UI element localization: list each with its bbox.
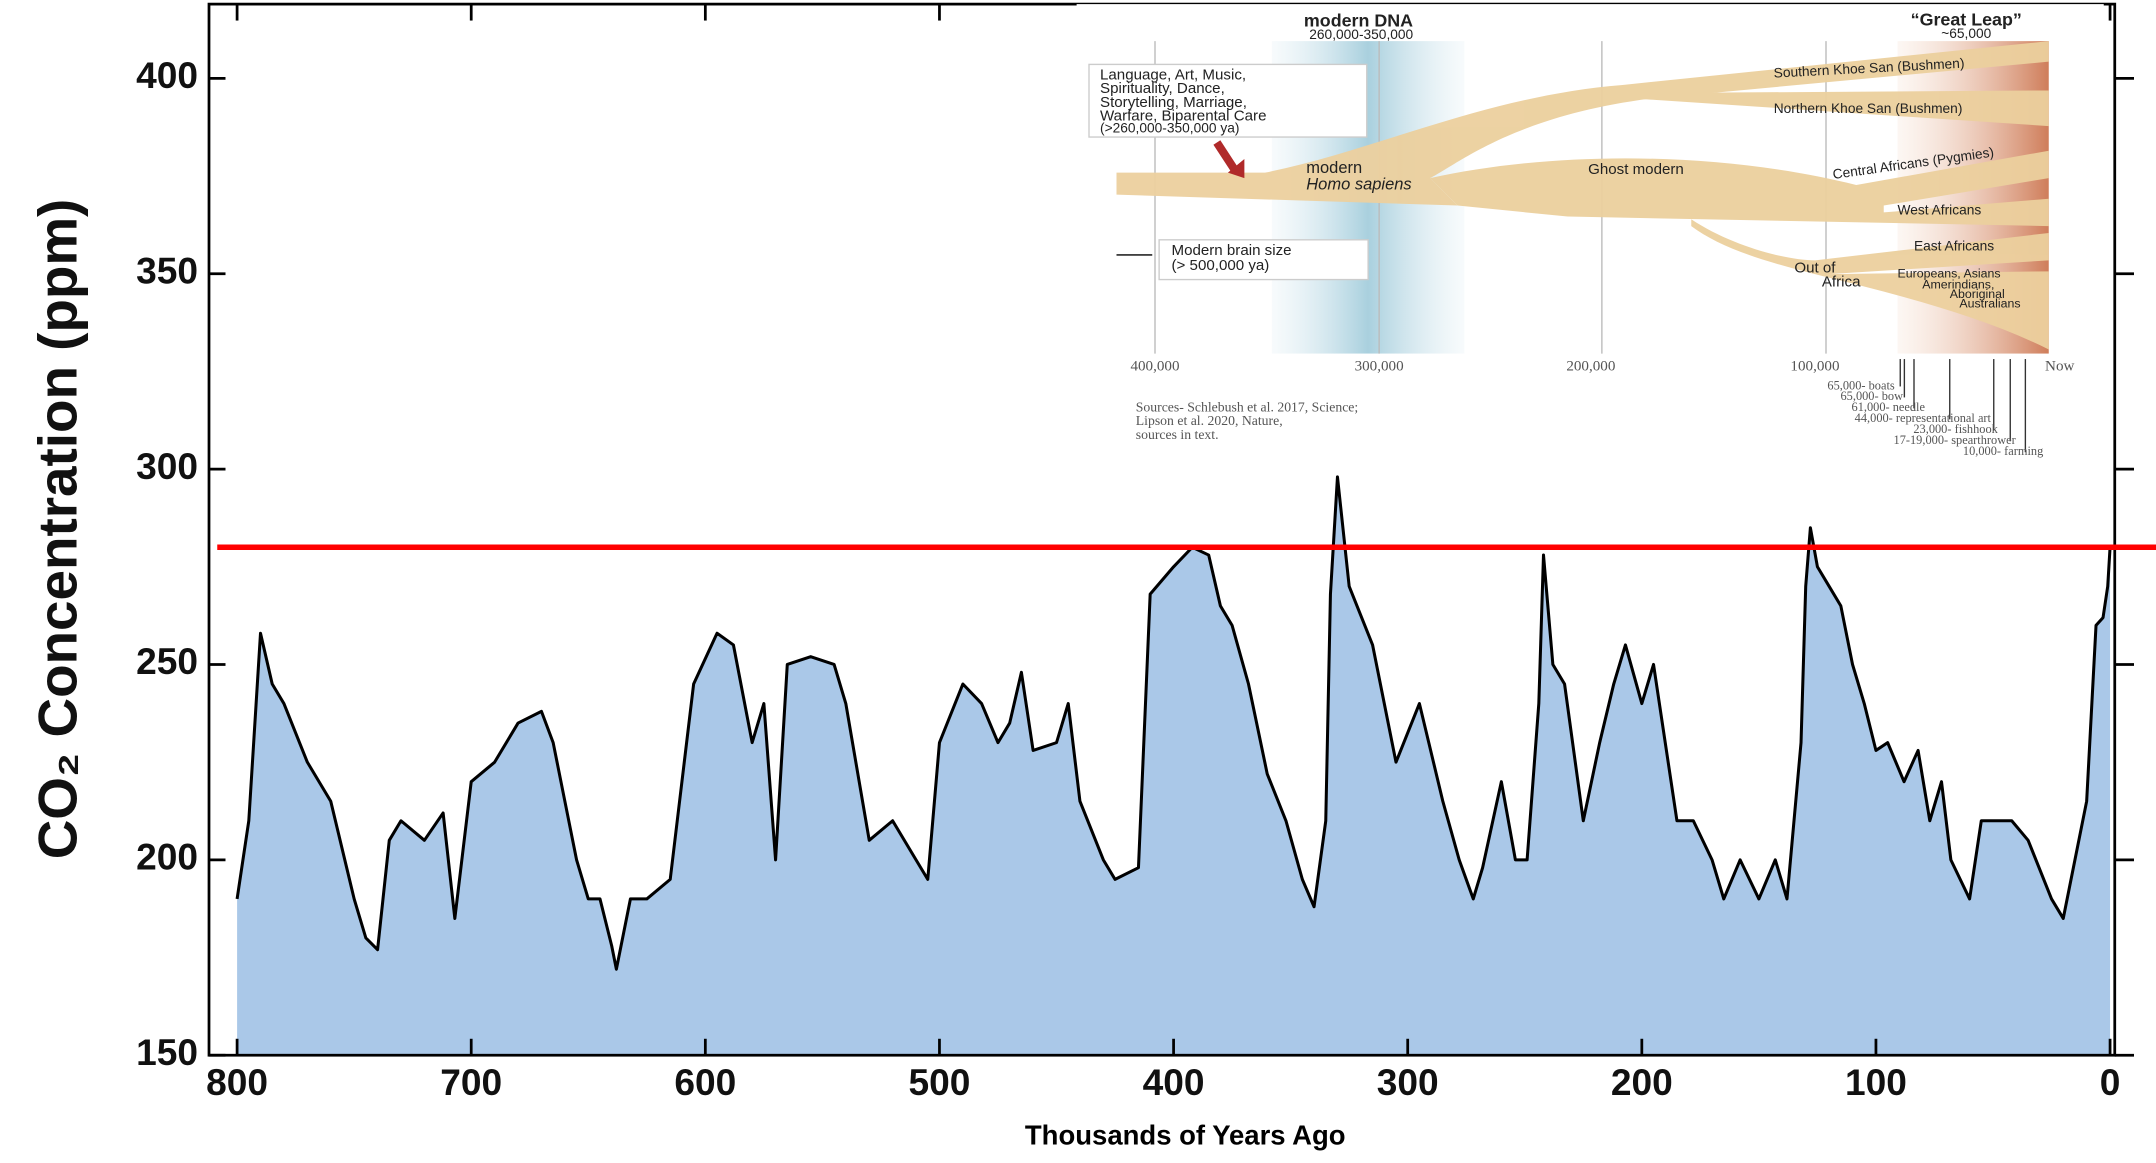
y-tick-label: 300 <box>136 445 198 487</box>
inset-text: Homo sapiens <box>1306 175 1411 193</box>
inset-text: Australians <box>1959 297 2020 311</box>
inset-text: Now <box>2045 359 2074 375</box>
inset-text: East Africans <box>1914 238 1994 253</box>
inset-text: Ghost modern <box>1588 161 1684 178</box>
x-axis-label: Thousands of Years Ago <box>1025 1120 1346 1151</box>
inset-text: sources in text. <box>1136 427 1219 442</box>
inset-text: 300,000 <box>1355 359 1404 375</box>
x-tick-label: 800 <box>206 1061 268 1103</box>
inset-text: Northern Khoe San (Bushmen) <box>1774 101 1963 116</box>
inset-text: 200,000 <box>1566 359 1615 375</box>
x-tick-label: 400 <box>1143 1061 1205 1103</box>
x-tick-label: 500 <box>909 1061 971 1103</box>
y-tick-label: 200 <box>136 836 198 878</box>
x-tick-label: 300 <box>1377 1061 1439 1103</box>
x-tick-label: 100 <box>1845 1061 1907 1103</box>
inset-text: modern <box>1306 159 1362 177</box>
y-axis-label: CO₂ Concentration (ppm) <box>26 199 88 860</box>
inset-text: (> 500,000 ya) <box>1172 257 1270 274</box>
inset-text: ~65,000 <box>1941 26 1991 41</box>
inset-text: 10,000- farming <box>1963 444 2043 458</box>
inset-text: Africa <box>1822 273 1861 290</box>
y-tick-label: 150 <box>136 1031 198 1073</box>
y-tick-label: 400 <box>136 54 198 96</box>
inset-text: West Africans <box>1898 203 1982 218</box>
chart: 150 200 250 300 350 400 800 700 600 500 400 300 200 1… <box>0 0 2156 1158</box>
page: 150 200 250 300 350 400 800 700 600 500 400 300 200 1… <box>0 0 2156 1163</box>
x-tick-label: 700 <box>440 1061 502 1103</box>
inset-text: 260,000-350,000 <box>1309 27 1413 42</box>
y-tick-label: 350 <box>136 250 198 292</box>
x-tick-label: 200 <box>1611 1061 1673 1103</box>
inset-text: 400,000 <box>1130 359 1179 375</box>
inset-text: 100,000 <box>1790 359 1839 375</box>
inset-diagram: modern DNA 260,000-350,000 “Great Leap” … <box>1077 4 2104 466</box>
y-tick-label: 250 <box>136 640 198 682</box>
area <box>237 477 2110 1055</box>
inset-text: (>260,000-350,000 ya) <box>1100 120 1239 135</box>
x-tick-label: 0 <box>2100 1061 2121 1103</box>
x-tick-label: 600 <box>674 1061 736 1103</box>
